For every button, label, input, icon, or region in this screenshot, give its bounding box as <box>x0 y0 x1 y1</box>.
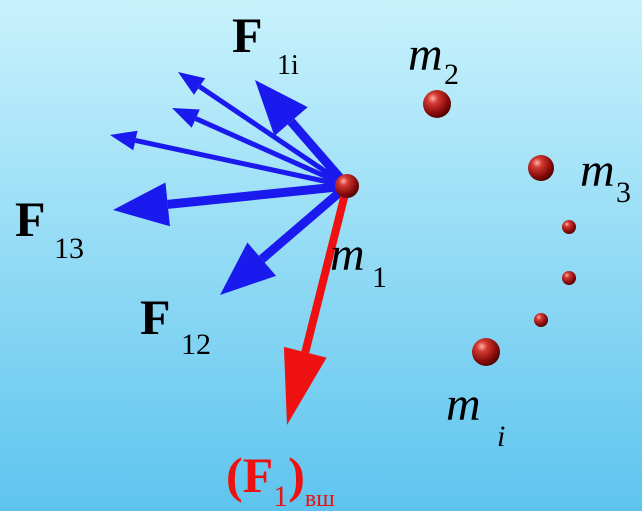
arrow-head <box>255 80 308 136</box>
arrow-shaft <box>194 116 349 189</box>
label-sub: i <box>497 420 505 453</box>
label-main: m <box>580 144 615 197</box>
mass <box>562 220 576 234</box>
arrow-head <box>172 108 200 128</box>
arrow-shaft <box>287 118 351 189</box>
arrow-shaft <box>198 84 349 189</box>
arrow-head <box>283 346 327 425</box>
label-main: F <box>15 191 46 247</box>
mass <box>534 313 548 327</box>
arrow-head <box>178 72 206 95</box>
arrow-shaft <box>258 182 350 263</box>
mass <box>472 338 500 366</box>
labels: F 1i m 2 m 3 F 13 m 1 F 12 m i (F1)вш <box>15 7 631 511</box>
label-sub: 1 <box>273 480 288 511</box>
label-sub: 2 <box>444 58 459 91</box>
label-main: F <box>140 289 171 345</box>
label-sub: 1 <box>372 261 387 294</box>
arrow-shaft <box>167 181 348 209</box>
label-main: m <box>446 378 481 431</box>
label-sub: 13 <box>54 232 84 265</box>
label-main: (F1)вш <box>226 447 335 511</box>
label-sub: 1i <box>277 50 299 81</box>
label-paren: ) <box>288 447 305 503</box>
mass <box>528 155 554 181</box>
arrow-shaft <box>301 185 351 354</box>
masses <box>335 90 576 366</box>
arrow-head <box>110 130 138 151</box>
label-main: F <box>232 7 263 63</box>
label-sub: вш <box>305 486 335 511</box>
mass <box>562 271 576 285</box>
label-main: F <box>243 447 274 503</box>
label-main: m <box>408 28 443 81</box>
label-sub: 3 <box>616 176 631 209</box>
mass <box>423 90 451 118</box>
arrows <box>110 72 351 425</box>
arrow-head <box>113 182 170 227</box>
mass <box>335 174 359 198</box>
label-sub: 12 <box>181 328 211 361</box>
label-main: m <box>330 228 365 281</box>
arrow-head <box>220 242 277 295</box>
arrow-shaft <box>134 138 348 189</box>
label-paren: ( <box>226 447 243 503</box>
